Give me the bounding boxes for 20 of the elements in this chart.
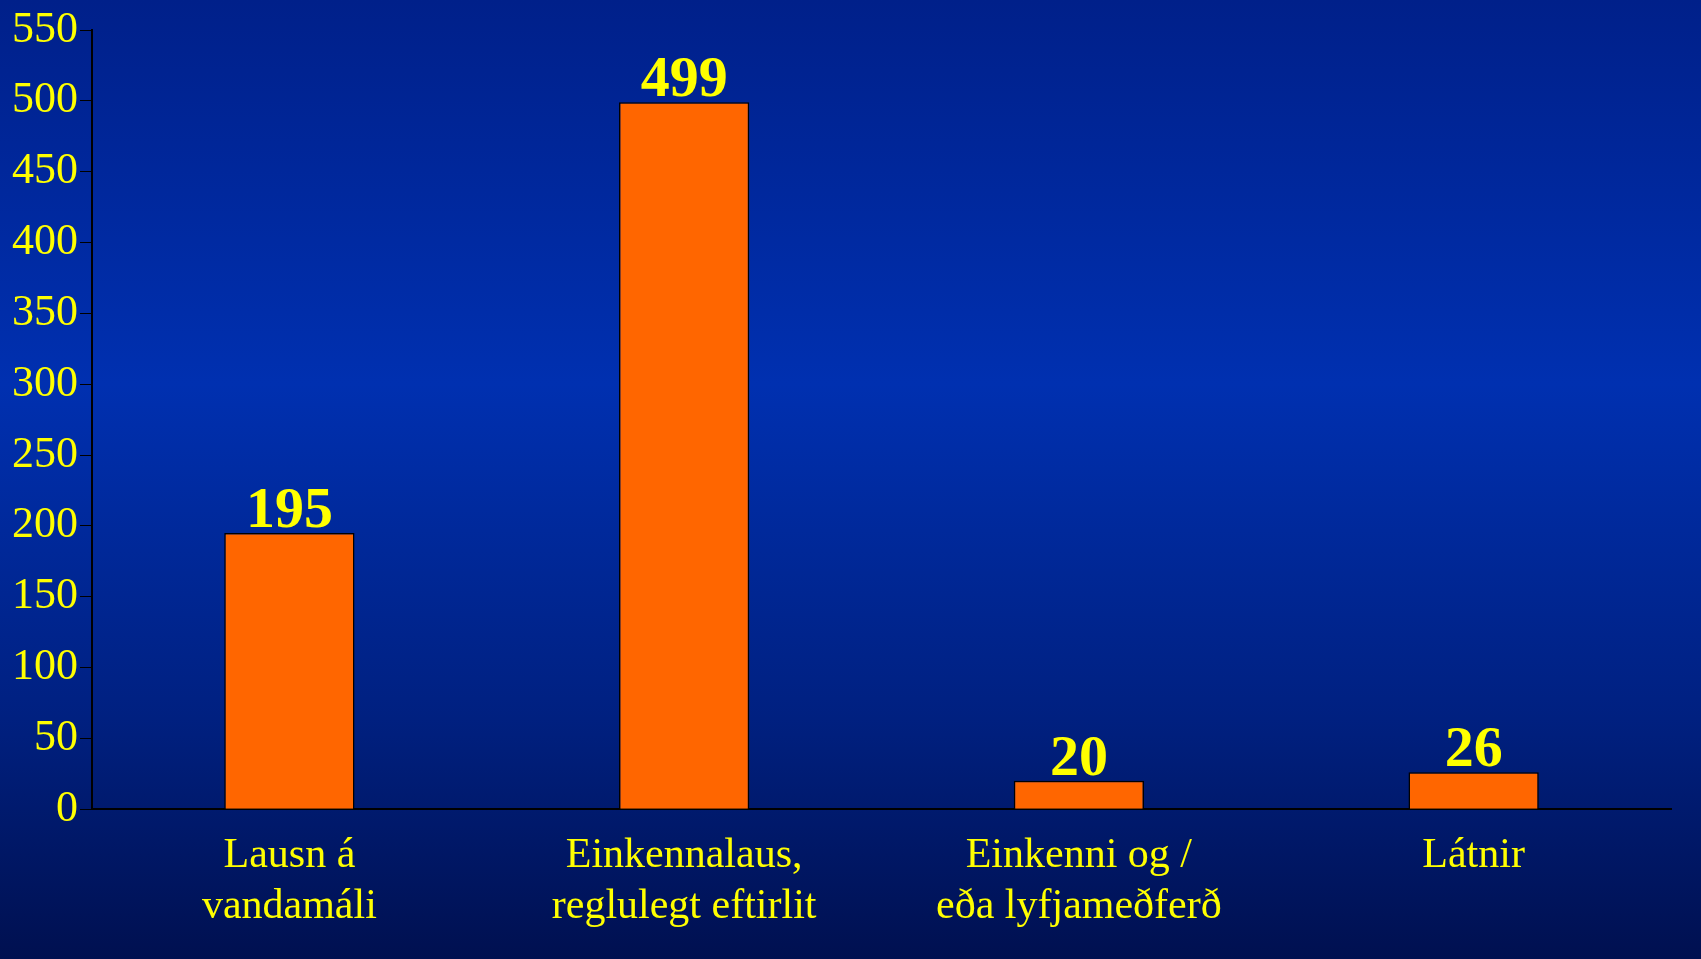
y-tick-label: 150 — [12, 569, 78, 619]
x-tick-label: Einkenni og / eða lyfjameðferð — [936, 830, 1222, 927]
data-label: 499 — [640, 44, 728, 110]
y-tick-label: 500 — [12, 73, 78, 123]
y-tick-label: 100 — [12, 640, 78, 690]
y-tick-label: 50 — [34, 710, 78, 760]
x-tick-label: Einkennalaus, reglulegt eftirlit — [551, 830, 817, 927]
y-tick-label: 350 — [12, 285, 78, 335]
data-label: 195 — [245, 474, 333, 540]
y-tick-label: 0 — [56, 781, 78, 831]
y-tick-label: 250 — [12, 427, 78, 477]
data-label: 26 — [1444, 714, 1503, 780]
x-tick-label: Látnir — [1422, 830, 1525, 877]
data-label: 20 — [1049, 722, 1108, 788]
y-tick-label: 200 — [12, 498, 78, 548]
y-tick-label: 400 — [12, 215, 78, 265]
y-tick-label: 550 — [12, 2, 78, 52]
y-tick-label: 450 — [12, 144, 78, 194]
x-tick-label: Lausn á vandamáli — [201, 830, 377, 927]
y-tick-label: 300 — [12, 356, 78, 406]
